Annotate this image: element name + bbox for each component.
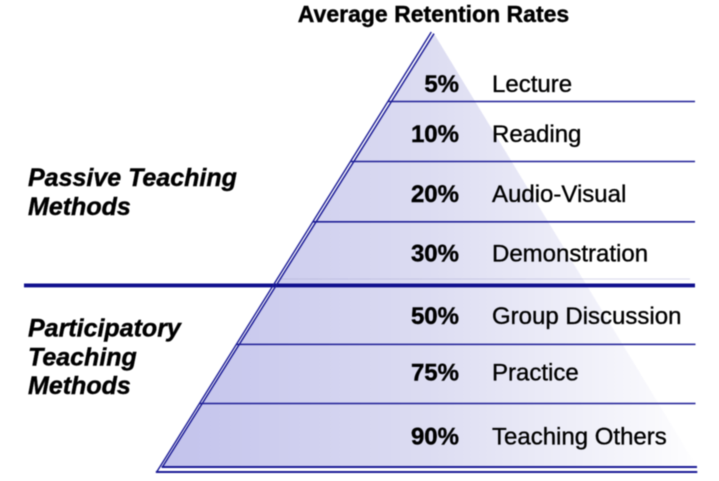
svg-text:Methods: Methods	[28, 193, 131, 221]
svg-text:Participatory: Participatory	[28, 315, 182, 343]
svg-text:5%: 5%	[424, 71, 459, 98]
svg-text:75%: 75%	[411, 360, 459, 387]
svg-text:Passive Teaching: Passive Teaching	[28, 164, 237, 192]
svg-text:90%: 90%	[411, 424, 459, 451]
svg-text:20%: 20%	[411, 181, 459, 208]
svg-text:Teaching: Teaching	[28, 343, 137, 371]
svg-text:Audio-Visual: Audio-Visual	[492, 181, 626, 208]
svg-text:Group Discussion: Group Discussion	[492, 303, 681, 330]
svg-text:30%: 30%	[411, 241, 459, 268]
svg-text:10%: 10%	[411, 121, 459, 148]
svg-text:Methods: Methods	[28, 372, 131, 400]
svg-text:Demonstration: Demonstration	[492, 241, 648, 268]
svg-text:50%: 50%	[411, 303, 459, 330]
svg-text:Practice: Practice	[492, 360, 579, 387]
svg-text:Average Retention Rates: Average Retention Rates	[298, 1, 569, 27]
svg-text:Reading: Reading	[492, 121, 581, 148]
svg-text:Teaching Others: Teaching Others	[492, 424, 667, 451]
svg-text:Lecture: Lecture	[492, 71, 572, 98]
